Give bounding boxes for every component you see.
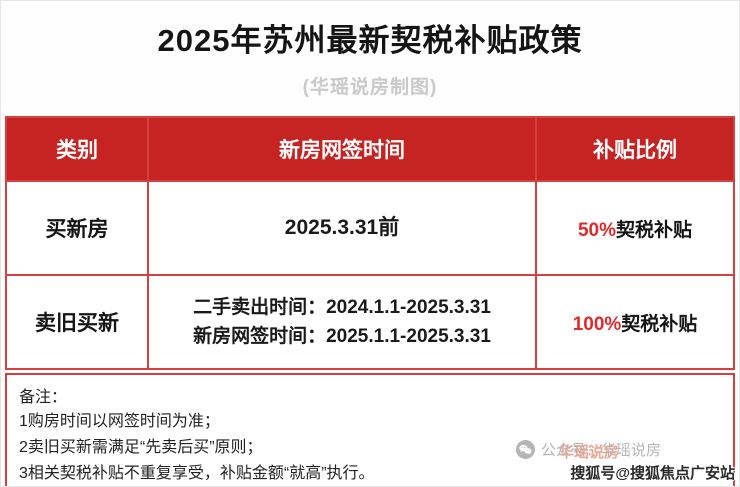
content-panel: 类别 新房网签时间 补贴比例 买新房 2025.3.31前 50%契税补贴 卖旧… [5,116,735,486]
time-line: 新房网签时间：2025.1.1-2025.3.31 [193,326,491,347]
table-row-sell-old-buy-new: 卖旧买新 二手卖出时间：2024.1.1-2025.3.31 新房网签时间：20… [7,274,733,368]
header-cell-subsidy: 补贴比例 [535,118,733,180]
page-subtitle: (华瑶说房制图) [302,77,438,98]
sohu-watermark: 搜狐号@搜狐焦点广安站 [570,465,735,482]
time-line: 2025.3.31前 [284,215,400,239]
subsidy-suffix: 契税补贴 [621,313,698,335]
subsidy-percent: 100% [572,313,622,335]
header-cell-sign-time: 新房网签时间 [147,118,535,180]
subsidy-suffix: 契税补贴 [616,219,693,241]
row-subsidy: 100%契税补贴 [535,276,733,368]
row-category: 买新房 [45,218,109,241]
note-item: 1购房时间以网签时间为准； [19,413,220,430]
note-item: 2卖旧买新需满足“先卖后买”原则； [19,438,263,456]
note-item: 3相关契税补贴不重复享受，补贴金额“就高”执行。 [19,464,375,482]
header-cell-category: 类别 [56,139,98,162]
title-area: 2025年苏州最新契税补贴政策 (华瑶说房制图) [1,1,739,99]
row-subsidy: 50%契税补贴 [535,182,733,274]
subsidy-text: 100%契税补贴 [573,309,698,336]
notes-section: 备注： 1购房时间以网签时间为准； 2卖旧买新需满足“先卖后买”原则； 3相关契… [5,373,735,486]
wechat-account-line: 公众号：华瑶说房 [515,439,661,460]
page-title: 2025年苏州最新契税补贴政策 [157,23,583,58]
table-row-new-house: 买新房 2025.3.31前 50%契税补贴 [7,180,733,274]
time-line: 二手卖出时间：2024.1.1-2025.3.31 [193,296,491,318]
row-category: 卖旧买新 [35,312,119,335]
wechat-icon [515,440,535,459]
row-time: 2025.3.31前 [147,182,535,274]
table-header-row: 类别 新房网签时间 补贴比例 [7,118,733,180]
wechat-account-label: 公众号：华瑶说房 [540,442,661,459]
policy-table: 类别 新房网签时间 补贴比例 买新房 2025.3.31前 50%契税补贴 卖旧… [5,116,735,370]
row-time: 二手卖出时间：2024.1.1-2025.3.31 新房网签时间：2025.1.… [147,276,535,368]
subsidy-percent: 50% [577,219,616,241]
subsidy-text: 50%契税补贴 [578,215,692,242]
notes-label: 备注： [19,389,68,406]
